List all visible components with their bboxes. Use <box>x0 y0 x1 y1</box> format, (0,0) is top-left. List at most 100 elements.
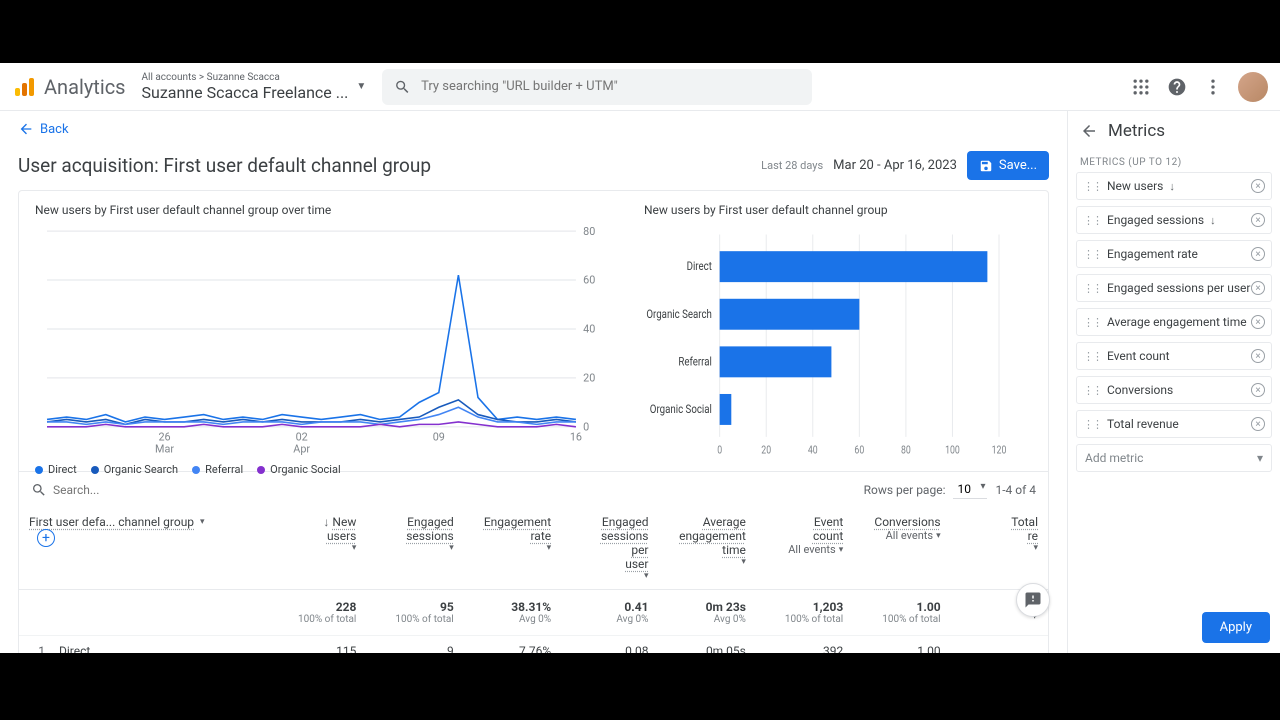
save-button[interactable]: Save... <box>967 151 1049 180</box>
metric-item[interactable]: ⋮⋮Engaged sessions per user× <box>1076 274 1272 302</box>
column-header[interactable]: ConversionsAll events <box>853 507 950 590</box>
help-icon[interactable] <box>1166 76 1188 98</box>
legend-item: Organic Search <box>91 463 178 476</box>
drag-icon[interactable]: ⋮⋮ <box>1083 384 1101 397</box>
drag-icon[interactable]: ⋮⋮ <box>1083 316 1101 329</box>
metric-item[interactable]: ⋮⋮Engagement rate× <box>1076 240 1272 268</box>
apply-button[interactable]: Apply <box>1202 612 1270 643</box>
back-label: Back <box>40 122 69 137</box>
svg-text:16: 16 <box>570 430 582 443</box>
svg-text:80: 80 <box>901 445 911 457</box>
date-range-value[interactable]: Mar 20 - Apr 16, 2023 <box>833 158 957 173</box>
svg-text:100: 100 <box>945 445 960 457</box>
column-header[interactable]: Engagementrate <box>464 507 561 590</box>
line-chart-title: New users by First user default channel … <box>35 203 612 217</box>
add-column-button[interactable]: + <box>37 529 55 547</box>
arrow-left-icon <box>18 121 34 137</box>
svg-text:60: 60 <box>583 274 595 287</box>
sort-down-icon: ↓ <box>1169 180 1175 193</box>
account-switcher[interactable]: All accounts > Suzanne Scacca Suzanne Sc… <box>142 72 349 102</box>
remove-icon[interactable]: × <box>1251 281 1265 295</box>
svg-text:0: 0 <box>717 445 722 457</box>
avatar[interactable] <box>1238 72 1268 102</box>
table-search[interactable] <box>31 482 209 498</box>
remove-icon[interactable]: × <box>1251 247 1265 261</box>
page-info: 1-4 of 4 <box>995 483 1036 497</box>
svg-text:0: 0 <box>583 420 589 433</box>
apps-icon[interactable] <box>1130 76 1152 98</box>
search-icon <box>394 78 411 96</box>
svg-text:40: 40 <box>808 445 818 457</box>
legend-item: Direct <box>35 463 77 476</box>
table-row[interactable]: 1Direct11597.76%0.080m 05s3921.00 <box>19 636 1048 654</box>
drag-icon[interactable]: ⋮⋮ <box>1083 214 1101 227</box>
column-header[interactable]: EventcountAll events <box>756 507 853 590</box>
svg-text:Mar: Mar <box>155 442 174 455</box>
metric-item[interactable]: ⋮⋮Event count× <box>1076 342 1272 370</box>
svg-text:20: 20 <box>583 371 595 384</box>
metric-item[interactable]: ⋮⋮New users↓× <box>1076 172 1272 200</box>
search-icon <box>31 482 47 498</box>
column-header[interactable]: Engagedsessions <box>366 507 463 590</box>
feedback-button[interactable] <box>1016 583 1050 617</box>
drag-icon[interactable]: ⋮⋮ <box>1083 180 1101 193</box>
svg-text:09: 09 <box>433 430 445 443</box>
column-header[interactable]: ↓Newusers <box>269 507 366 590</box>
remove-icon[interactable]: × <box>1251 179 1265 193</box>
svg-text:Organic Social: Organic Social <box>650 402 712 416</box>
date-range-label: Last 28 days <box>761 159 823 172</box>
metric-item[interactable]: ⋮⋮Average engagement time× <box>1076 308 1272 336</box>
remove-icon[interactable]: × <box>1251 213 1265 227</box>
metric-item[interactable]: ⋮⋮Conversions× <box>1076 376 1272 404</box>
search-input[interactable] <box>421 79 800 94</box>
chevron-down-icon: ▾ <box>1257 451 1263 465</box>
save-label: Save... <box>999 158 1037 173</box>
column-header[interactable]: Averageengagementtime <box>659 507 756 590</box>
svg-text:80: 80 <box>583 225 595 238</box>
drag-icon[interactable]: ⋮⋮ <box>1083 350 1101 363</box>
drag-icon[interactable]: ⋮⋮ <box>1083 418 1101 431</box>
account-path: All accounts > Suzanne Scacca <box>142 72 349 83</box>
legend-item: Referral <box>192 463 243 476</box>
panel-subtitle: METRICS (UP TO 12) <box>1068 151 1280 172</box>
remove-icon[interactable]: × <box>1251 417 1265 431</box>
chevron-down-icon[interactable]: ▼ <box>356 81 366 92</box>
line-chart: New users by First user default channel … <box>19 191 628 471</box>
svg-text:02: 02 <box>296 430 308 443</box>
remove-icon[interactable]: × <box>1251 349 1265 363</box>
back-button[interactable]: Back <box>18 121 69 137</box>
drag-icon[interactable]: ⋮⋮ <box>1083 248 1101 261</box>
svg-text:40: 40 <box>583 323 595 336</box>
svg-text:Apr: Apr <box>293 442 310 455</box>
search-box[interactable] <box>382 69 812 105</box>
column-header[interactable]: Engagedsessionsperuser <box>561 507 658 590</box>
metric-item[interactable]: ⋮⋮Engaged sessions↓× <box>1076 206 1272 234</box>
table-search-input[interactable] <box>53 483 209 497</box>
svg-text:Referral: Referral <box>678 354 712 368</box>
rows-per-page-select[interactable]: 10 <box>953 480 987 499</box>
side-panel: Metrics METRICS (UP TO 12) ⋮⋮New users↓×… <box>1068 111 1280 653</box>
rows-per-page-label: Rows per page: <box>864 483 946 497</box>
remove-icon[interactable]: × <box>1251 383 1265 397</box>
svg-text:26: 26 <box>158 430 170 443</box>
add-metric-button[interactable]: Add metric▾ <box>1076 444 1272 472</box>
arrow-left-icon[interactable] <box>1080 122 1098 140</box>
metric-item[interactable]: ⋮⋮Total revenue× <box>1076 410 1272 438</box>
drag-icon[interactable]: ⋮⋮ <box>1083 282 1101 295</box>
remove-icon[interactable]: × <box>1251 315 1265 329</box>
feedback-icon <box>1024 591 1042 609</box>
dimension-column-header[interactable]: First user defa... channel group <box>29 515 259 529</box>
svg-text:Direct: Direct <box>687 259 713 273</box>
svg-text:60: 60 <box>854 445 864 457</box>
bar-chart-title: New users by First user default channel … <box>644 203 1032 217</box>
analytics-logo-icon <box>12 75 36 99</box>
more-icon[interactable] <box>1202 76 1224 98</box>
brand-label: Analytics <box>44 75 126 99</box>
legend-item: Organic Social <box>257 463 341 476</box>
column-header[interactable]: Totalre <box>951 507 1048 590</box>
topbar: Analytics All accounts > Suzanne Scacca … <box>0 63 1280 111</box>
panel-title: Metrics <box>1108 121 1165 141</box>
save-icon <box>979 159 993 173</box>
svg-text:Organic Search: Organic Search <box>646 307 712 321</box>
legend: Direct Organic Search Referral Organic Soci… <box>35 463 612 476</box>
